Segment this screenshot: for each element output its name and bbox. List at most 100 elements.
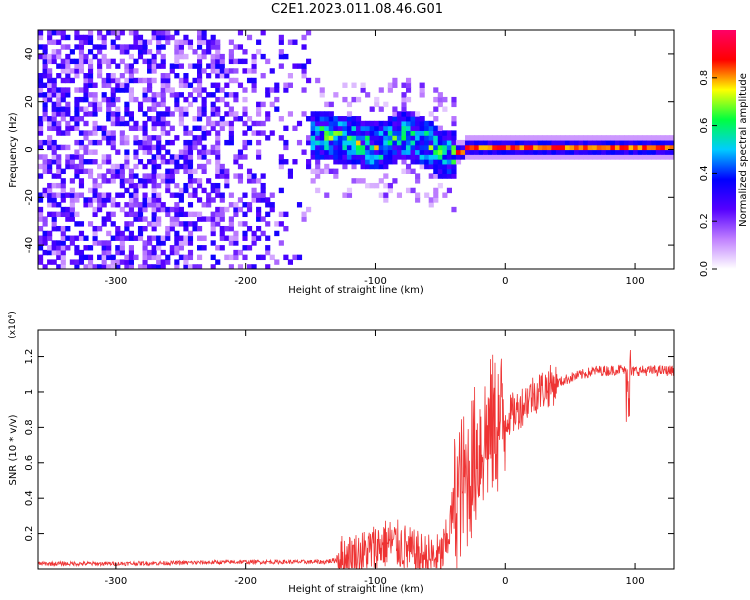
spectrogram-cell — [51, 192, 57, 198]
spectrogram-cell — [160, 240, 166, 246]
spectrogram-cell — [387, 149, 393, 155]
spectrogram-cell — [256, 111, 262, 117]
spectrogram-cell — [646, 139, 652, 146]
spectrogram-cell — [183, 34, 189, 41]
spectrogram-cell — [356, 144, 362, 151]
spectrogram-cell — [51, 49, 57, 55]
spectrogram-cell — [87, 58, 94, 65]
spectrogram-cell — [115, 116, 121, 122]
spectrogram-cell — [92, 82, 98, 88]
spectrogram-cell — [151, 154, 157, 160]
spectrogram-cell — [115, 63, 121, 69]
spectrogram-cell — [183, 182, 189, 189]
spectrogram-cell — [310, 130, 316, 136]
spectrogram-cell — [165, 254, 171, 261]
spectrogram-cell — [442, 154, 448, 160]
spectrogram-cell — [56, 120, 62, 127]
spectrogram-cell — [664, 135, 671, 141]
spectrogram-cell — [256, 216, 262, 222]
spectrogram-cell — [187, 192, 194, 198]
spectrogram-cell — [346, 135, 353, 141]
spectrogram-cell — [160, 44, 166, 50]
spectrogram-cell — [119, 82, 125, 88]
spectrogram-cell — [369, 130, 375, 136]
spectrogram-cell — [356, 149, 362, 155]
colorbar-tick-label: 0.2 — [699, 213, 710, 229]
spectrogram-cell — [147, 235, 153, 241]
spectrogram-cell — [78, 168, 85, 174]
spectrogram-cell — [92, 125, 98, 131]
spectrogram-cell — [147, 106, 153, 112]
spectrogram-cell — [228, 264, 234, 269]
spectrogram-cell — [97, 225, 103, 232]
spectrogram-cell — [219, 230, 225, 237]
spectrogram-cell — [124, 259, 130, 265]
spectrogram-cell — [92, 206, 98, 213]
spectrogram-cell — [437, 139, 443, 146]
spectrogram-cell — [446, 163, 452, 170]
spectrogram-cell — [242, 68, 248, 74]
spectrogram-cell — [574, 144, 580, 151]
spectrogram-cell — [369, 149, 375, 155]
spectrogram-cell — [537, 139, 543, 146]
spectrogram-cell — [328, 111, 334, 117]
spectrogram-cell — [97, 58, 103, 65]
spectrogram-cell — [433, 106, 439, 112]
spectrogram-cell — [228, 192, 234, 198]
spectrogram-cell — [365, 135, 371, 141]
spectrogram-cell — [174, 96, 180, 103]
spectrogram-cell — [128, 96, 134, 103]
spectrogram-cell — [51, 120, 57, 127]
spectrogram-cell — [92, 192, 98, 198]
spectrogram-cell — [115, 264, 121, 269]
spectrogram-cell — [160, 178, 166, 184]
spectrogram-cell — [292, 159, 298, 165]
spectrogram-cell — [51, 92, 57, 98]
spectrogram-cell — [301, 44, 307, 50]
spectrogram-cell — [74, 221, 80, 227]
spectrogram-cell — [178, 187, 184, 194]
spectrogram-cell — [251, 53, 257, 60]
spectrogram-cell — [510, 139, 516, 146]
spectrogram-cell — [265, 197, 271, 203]
spectrogram-cell — [169, 225, 175, 232]
spectrogram-cell — [169, 154, 175, 160]
spectrogram-cell — [97, 206, 103, 213]
spectrogram-cell — [51, 259, 57, 265]
spectrogram-cell — [219, 206, 225, 213]
spectrogram-cell — [210, 82, 216, 88]
spectrogram-cell — [228, 225, 234, 232]
spectrogram-cell — [87, 77, 94, 84]
spectrogram-cell — [65, 130, 71, 136]
spectrogram-cell — [601, 154, 607, 160]
spectrogram-cell — [183, 53, 189, 60]
spectrogram-cell — [242, 230, 248, 237]
spectrogram-cell — [215, 111, 221, 117]
spectrogram-cell — [614, 139, 621, 146]
spectrogram-cell — [119, 259, 125, 265]
spectrogram-cell — [265, 235, 271, 241]
spectrogram-cell — [351, 82, 357, 88]
spectrogram-cell — [187, 149, 194, 155]
spectrogram-cell — [587, 154, 593, 160]
spectrogram-cell — [324, 144, 330, 151]
spectrogram-cell — [324, 130, 330, 136]
spectrogram-cell — [151, 58, 157, 65]
spectrogram-cell — [65, 216, 71, 222]
spectrogram-cell — [56, 39, 62, 45]
spectrogram-cell — [142, 49, 148, 55]
spectrogram-cell — [360, 159, 366, 165]
spectrogram-cell — [137, 182, 144, 189]
spectrogram-cell — [424, 154, 430, 160]
spectrogram-cell — [356, 154, 362, 160]
spectrogram-cell — [101, 82, 107, 88]
spectrogram-cell — [183, 139, 189, 146]
spectrogram-cell — [237, 30, 244, 36]
spectrogram-cell — [328, 101, 334, 108]
spectrogram-cell — [387, 130, 393, 136]
spectrogram-cell — [174, 159, 180, 165]
spectrogram-cell — [106, 154, 112, 160]
spectrogram-cell — [274, 221, 280, 227]
spectrogram-cell — [319, 135, 325, 141]
